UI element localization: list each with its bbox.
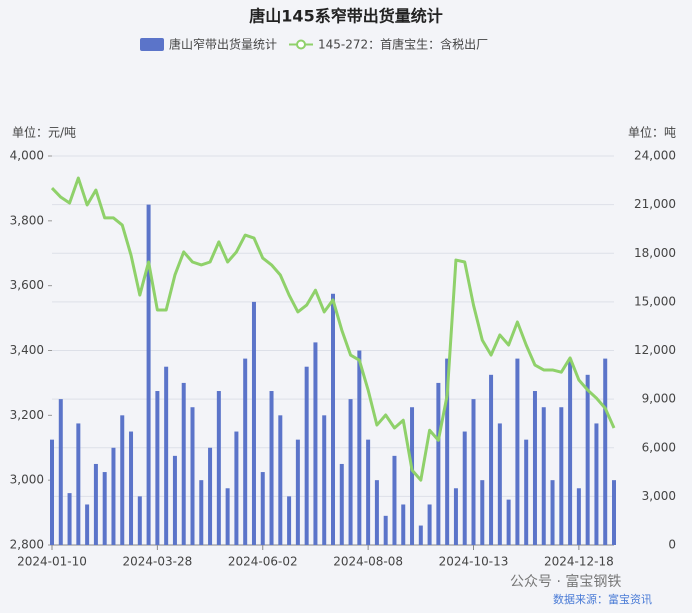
bar: [120, 415, 125, 545]
watermark: 公众号 · 富宝钢铁: [510, 573, 621, 590]
bar: [295, 439, 300, 545]
bar: [67, 493, 72, 545]
y-tick-label: 3,400: [10, 343, 44, 357]
y-tick-label: 3,000: [10, 473, 44, 487]
bar: [366, 439, 371, 545]
bar: [304, 366, 309, 545]
bar: [427, 504, 432, 545]
bar: [260, 472, 265, 545]
legend-swatch: [296, 39, 307, 50]
bar: [392, 455, 397, 545]
bar: [190, 407, 195, 545]
bar: [357, 350, 362, 545]
bar: [559, 407, 564, 545]
x-tick-label: 2024-10-13: [439, 555, 509, 569]
bar: [401, 504, 406, 545]
bar: [164, 366, 169, 545]
y2-tick-label: 6,000: [642, 440, 676, 454]
bar: [506, 499, 511, 545]
legend-swatch: [140, 38, 164, 51]
y2-tick-label: 18,000: [634, 246, 676, 260]
y2-tick-label: 12,000: [634, 343, 676, 357]
y2-axis-label: 单位：吨: [628, 125, 676, 140]
bar: [612, 480, 616, 545]
bar: [436, 382, 441, 545]
bar: [489, 374, 494, 545]
y-tick-label: 3,600: [10, 278, 44, 292]
bar: [410, 407, 415, 545]
y2-tick-label: 21,000: [634, 197, 676, 211]
y2-tick-label: 15,000: [634, 294, 676, 308]
y-tick-label: 3,800: [10, 213, 44, 227]
bar: [348, 399, 353, 545]
bar: [603, 358, 608, 545]
bar: [85, 504, 90, 545]
bar: [480, 480, 485, 545]
x-tick-label: 2024-06-02: [228, 555, 298, 569]
bar: [383, 515, 388, 545]
bar: [532, 391, 537, 545]
bar: [208, 447, 213, 545]
bar: [524, 439, 529, 545]
bar: [102, 472, 107, 545]
bar: [339, 463, 344, 545]
bar: [322, 415, 327, 545]
legend-label: 145-272：首唐宝生：含税出厂: [318, 37, 488, 52]
bar: [515, 358, 520, 545]
bar: [251, 301, 256, 545]
bar: [111, 447, 116, 545]
bar: [313, 342, 318, 545]
bar: [278, 415, 283, 545]
price-line: [50, 176, 616, 482]
y2-tick-label: 24,000: [634, 149, 676, 163]
y-tick-label: 2,800: [10, 538, 44, 552]
bar: [93, 463, 98, 545]
bar: [550, 480, 555, 545]
bar: [453, 488, 458, 545]
bar: [234, 431, 239, 545]
y2-tick-label: 9,000: [642, 392, 676, 406]
x-tick-label: 2024-01-10: [17, 555, 87, 569]
bar: [287, 496, 292, 545]
y-tick-label: 3,200: [10, 408, 44, 422]
bar: [497, 423, 502, 545]
bar: [172, 455, 177, 545]
bar: [243, 358, 248, 545]
y2-tick-label: 0: [668, 538, 676, 552]
bar: [76, 423, 81, 545]
bar: [269, 391, 274, 545]
bar: [146, 204, 151, 545]
chart-title: 唐山145系窄带出货量统计: [249, 7, 442, 26]
bar: [418, 525, 423, 545]
x-tick-label: 2024-08-08: [333, 555, 403, 569]
y-axis-label: 单位：元/吨: [12, 125, 76, 140]
bar: [585, 374, 590, 545]
bar: [541, 407, 546, 545]
bar: [155, 391, 160, 545]
legend-label: 唐山窄带出货量统计: [169, 37, 277, 52]
bar: [445, 358, 450, 545]
bar: [137, 496, 142, 545]
bar: [50, 439, 54, 545]
y2-tick-label: 3,000: [642, 489, 676, 503]
bar: [331, 293, 335, 545]
bar: [568, 358, 573, 545]
bar: [129, 431, 134, 545]
bar: [576, 488, 581, 545]
source: 数据来源：富宝资讯: [553, 592, 652, 606]
bar: [181, 382, 186, 545]
x-tick-label: 2024-03-28: [123, 555, 193, 569]
bar: [225, 488, 230, 545]
bar: [374, 480, 379, 545]
bar: [462, 431, 467, 545]
bar: [594, 423, 599, 545]
bar: [199, 480, 204, 545]
bar: [471, 399, 476, 545]
bar: [58, 399, 63, 545]
y-tick-label: 4,000: [10, 149, 44, 163]
bar: [216, 391, 221, 545]
x-tick-label: 2024-12-18: [544, 555, 614, 569]
